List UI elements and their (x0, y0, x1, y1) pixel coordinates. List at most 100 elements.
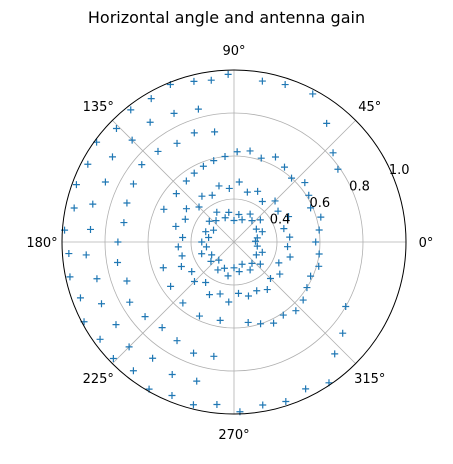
data-point (286, 233, 294, 241)
data-point (141, 313, 149, 321)
data-point (216, 316, 224, 324)
data-point (280, 225, 288, 233)
data-point (256, 216, 264, 224)
data-point (312, 238, 320, 246)
theta-tick-label: 180° (26, 236, 57, 251)
r-tick-label: 0.4 (270, 213, 291, 228)
data-point (307, 204, 315, 212)
data-point (188, 268, 196, 276)
data-point (182, 205, 190, 213)
data-point (123, 277, 131, 285)
theta-tick-label: 225° (83, 372, 114, 387)
data-point (202, 279, 210, 287)
data-point (205, 291, 213, 299)
data-point (331, 350, 339, 358)
data-point (125, 343, 133, 351)
data-point (123, 199, 131, 207)
data-point (205, 217, 213, 225)
data-point (112, 124, 120, 132)
theta-gridline-5 (112, 241, 235, 364)
data-point (342, 303, 350, 310)
data-point (97, 300, 105, 308)
r-tick-label: 0.6 (309, 196, 330, 211)
data-point (114, 238, 122, 246)
data-point (230, 217, 238, 224)
data-points (61, 70, 350, 416)
data-point (101, 178, 109, 186)
data-point (76, 294, 84, 302)
data-point (216, 290, 224, 298)
data-point (82, 251, 90, 259)
theta-tick-label: 45° (358, 100, 381, 115)
data-point (210, 226, 218, 234)
data-point (215, 182, 223, 190)
data-point (238, 260, 246, 268)
data-point (173, 139, 181, 147)
data-point (307, 272, 315, 280)
theta-tick-label: 135° (83, 100, 114, 115)
theta-tick-label: 270° (218, 428, 249, 443)
data-point (317, 213, 325, 221)
data-point (252, 225, 260, 233)
data-point (253, 287, 261, 295)
data-point (173, 337, 181, 345)
data-point (309, 90, 317, 98)
data-point (208, 191, 216, 199)
data-point (195, 312, 203, 320)
data-point (198, 250, 206, 258)
grid-layer (62, 70, 406, 414)
data-point (244, 318, 252, 326)
data-point (233, 148, 241, 156)
data-point (109, 354, 117, 362)
data-point (215, 256, 223, 264)
data-point (182, 177, 190, 185)
data-point (168, 391, 176, 399)
data-point (198, 238, 206, 246)
data-point (86, 225, 94, 233)
data-point (158, 324, 166, 332)
r-tick-label: 1.0 (389, 163, 410, 178)
data-point (235, 178, 243, 186)
data-point (190, 169, 198, 177)
data-point (168, 371, 176, 379)
data-point (302, 385, 310, 393)
data-point (160, 205, 168, 213)
data-point (276, 270, 284, 278)
data-point (174, 243, 182, 251)
data-point (66, 273, 74, 281)
data-point (288, 174, 296, 182)
data-point (178, 252, 186, 260)
data-point (246, 266, 254, 274)
data-point (198, 192, 206, 200)
data-point (284, 243, 292, 251)
theta-gridline-1 (233, 120, 356, 243)
data-point (159, 264, 167, 272)
data-point (149, 354, 157, 362)
data-point (211, 128, 219, 136)
data-point (146, 118, 154, 126)
data-point (305, 191, 313, 199)
data-point (292, 307, 300, 315)
data-point (303, 284, 311, 292)
data-point (210, 352, 218, 360)
data-point (89, 200, 97, 208)
theta-gridline-7 (233, 241, 356, 364)
data-point (112, 321, 120, 329)
data-point (190, 129, 198, 137)
data-point (172, 222, 180, 230)
theta-tick-label: 315° (354, 372, 385, 387)
data-point (213, 401, 221, 409)
data-point (251, 237, 259, 245)
data-point (154, 147, 162, 155)
data-point (248, 217, 256, 225)
data-point (299, 296, 307, 304)
data-point (256, 260, 264, 268)
data-point (254, 187, 262, 195)
data-point (282, 397, 290, 405)
data-point (246, 210, 254, 218)
data-point (285, 213, 293, 221)
data-point (70, 204, 78, 212)
theta-tick-label: 90° (222, 44, 245, 59)
data-point (65, 250, 73, 258)
